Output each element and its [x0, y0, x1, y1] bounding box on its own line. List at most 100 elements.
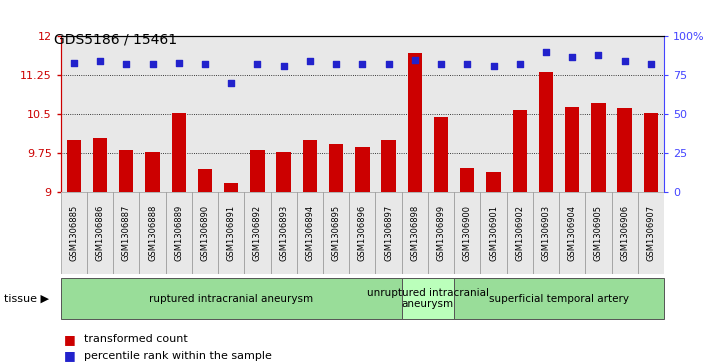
Point [226, 80, 237, 86]
Bar [644, 113, 658, 192]
Text: GSM1306888: GSM1306888 [148, 205, 157, 261]
Bar [276, 152, 291, 192]
Text: GSM1306889: GSM1306889 [174, 205, 183, 261]
Point [199, 61, 211, 67]
Bar [533, 192, 559, 274]
Bar [454, 192, 481, 274]
Bar [323, 192, 349, 274]
Point [436, 61, 447, 67]
Bar [93, 138, 107, 192]
Text: GSM1306902: GSM1306902 [516, 205, 524, 261]
Bar [224, 183, 238, 192]
Bar [218, 192, 244, 274]
Bar [113, 192, 139, 274]
Point [514, 61, 526, 67]
Text: transformed count: transformed count [84, 334, 188, 344]
Point [94, 58, 106, 64]
Bar [513, 110, 527, 192]
Point [147, 61, 159, 67]
Text: GSM1306906: GSM1306906 [620, 205, 629, 261]
Text: tissue ▶: tissue ▶ [4, 294, 49, 303]
Bar [119, 150, 134, 192]
Point [121, 61, 132, 67]
Bar [297, 192, 323, 274]
Bar [612, 192, 638, 274]
Point [645, 61, 657, 67]
Point [619, 58, 630, 64]
Bar [428, 192, 454, 274]
Text: GSM1306901: GSM1306901 [489, 205, 498, 261]
Point [173, 60, 184, 66]
Text: percentile rank within the sample: percentile rank within the sample [84, 351, 272, 361]
Bar [402, 192, 428, 274]
Bar [460, 168, 475, 192]
Point [566, 54, 578, 60]
Bar [486, 172, 501, 192]
Bar [618, 107, 632, 192]
Bar [244, 192, 271, 274]
Point [252, 61, 263, 67]
Text: GSM1306905: GSM1306905 [594, 205, 603, 261]
Text: unruptured intracranial
aneurysm: unruptured intracranial aneurysm [367, 288, 489, 309]
Text: GSM1306885: GSM1306885 [69, 205, 79, 261]
Text: superficial temporal artery: superficial temporal artery [489, 294, 629, 303]
Bar [87, 192, 113, 274]
Text: GSM1306894: GSM1306894 [306, 205, 314, 261]
Text: GSM1306898: GSM1306898 [411, 205, 419, 261]
Point [540, 49, 552, 55]
Bar [139, 192, 166, 274]
Text: GSM1306897: GSM1306897 [384, 205, 393, 261]
Text: GSM1306900: GSM1306900 [463, 205, 472, 261]
Bar [565, 106, 580, 192]
Bar [192, 192, 218, 274]
Bar [638, 192, 664, 274]
Bar [329, 144, 343, 192]
Point [331, 61, 342, 67]
Text: GSM1306903: GSM1306903 [541, 205, 550, 261]
Text: ■: ■ [64, 349, 76, 362]
Point [488, 63, 499, 69]
Text: GSM1306891: GSM1306891 [227, 205, 236, 261]
Bar [198, 169, 212, 192]
Bar [145, 152, 160, 192]
Bar [271, 192, 297, 274]
Text: GSM1306886: GSM1306886 [96, 205, 104, 261]
Bar [539, 72, 553, 192]
Bar [66, 140, 81, 192]
Bar [585, 192, 612, 274]
Point [68, 60, 79, 66]
Bar [349, 192, 376, 274]
Text: GSM1306892: GSM1306892 [253, 205, 262, 261]
Bar [591, 103, 605, 192]
Bar [434, 117, 448, 192]
Point [409, 57, 421, 62]
Text: ruptured intracranial aneurysm: ruptured intracranial aneurysm [149, 294, 313, 303]
Text: GSM1306907: GSM1306907 [646, 205, 655, 261]
Point [304, 58, 316, 64]
Point [593, 52, 604, 58]
Bar [376, 192, 402, 274]
Text: GSM1306890: GSM1306890 [201, 205, 209, 261]
Bar [559, 192, 585, 274]
Bar [61, 192, 87, 274]
FancyBboxPatch shape [61, 192, 664, 274]
Bar [355, 147, 370, 192]
FancyBboxPatch shape [61, 278, 402, 319]
Text: GSM1306899: GSM1306899 [436, 205, 446, 261]
Point [356, 61, 368, 67]
Bar [381, 140, 396, 192]
Text: GDS5186 / 15461: GDS5186 / 15461 [54, 33, 176, 47]
Text: GSM1306904: GSM1306904 [568, 205, 577, 261]
Point [383, 61, 394, 67]
Bar [408, 53, 422, 192]
Text: GSM1306896: GSM1306896 [358, 205, 367, 261]
FancyBboxPatch shape [402, 278, 454, 319]
Bar [481, 192, 507, 274]
Point [461, 61, 473, 67]
Text: GSM1306895: GSM1306895 [331, 205, 341, 261]
Text: GSM1306893: GSM1306893 [279, 205, 288, 261]
Bar [250, 150, 265, 192]
Bar [507, 192, 533, 274]
Text: ■: ■ [64, 333, 76, 346]
Bar [303, 140, 317, 192]
